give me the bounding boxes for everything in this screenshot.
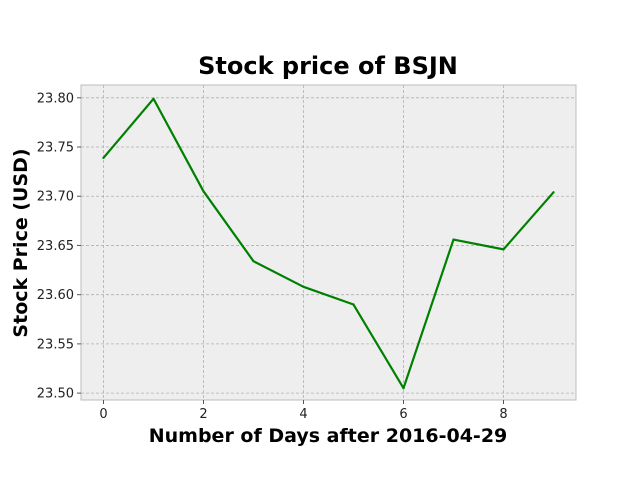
chart-title: Stock price of BSJN — [198, 52, 458, 80]
data-point — [252, 260, 255, 263]
x-tick-label: 4 — [299, 407, 307, 422]
x-tick-label: 6 — [399, 407, 407, 422]
series-line — [102, 97, 555, 390]
data-point — [452, 238, 455, 241]
x-axis-label: Number of Days after 2016-04-29 — [149, 425, 508, 447]
y-axis-ticks: 23.50 23.55 23.60 23.65 23.70 23.75 23.80 — [37, 91, 81, 402]
data-point — [352, 303, 355, 306]
y-tick-label: 23.65 — [37, 239, 74, 254]
plot-area-background — [81, 85, 576, 400]
data-point — [552, 191, 555, 194]
series-layer — [102, 97, 555, 390]
y-tick-label: 23.50 — [37, 387, 74, 402]
data-point — [402, 387, 405, 390]
grid-lines — [81, 85, 576, 400]
data-point — [502, 248, 505, 251]
y-tick-label: 23.80 — [37, 91, 74, 106]
y-axis-label: Stock Price (USD) — [10, 148, 32, 337]
x-tick-label: 0 — [99, 407, 107, 422]
data-point — [302, 285, 305, 288]
y-tick-label: 23.60 — [37, 288, 74, 303]
plot-frame — [80, 84, 577, 401]
y-tick-label: 23.75 — [37, 141, 74, 156]
x-axis-ticks: 0 2 4 6 8 — [99, 400, 508, 422]
y-tick-label: 23.70 — [37, 190, 74, 205]
data-point — [152, 97, 155, 100]
x-tick-label: 2 — [199, 407, 207, 422]
y-tick-label: 23.55 — [37, 337, 74, 352]
data-point — [202, 190, 205, 193]
x-tick-label: 8 — [499, 407, 507, 422]
data-point — [102, 156, 105, 159]
